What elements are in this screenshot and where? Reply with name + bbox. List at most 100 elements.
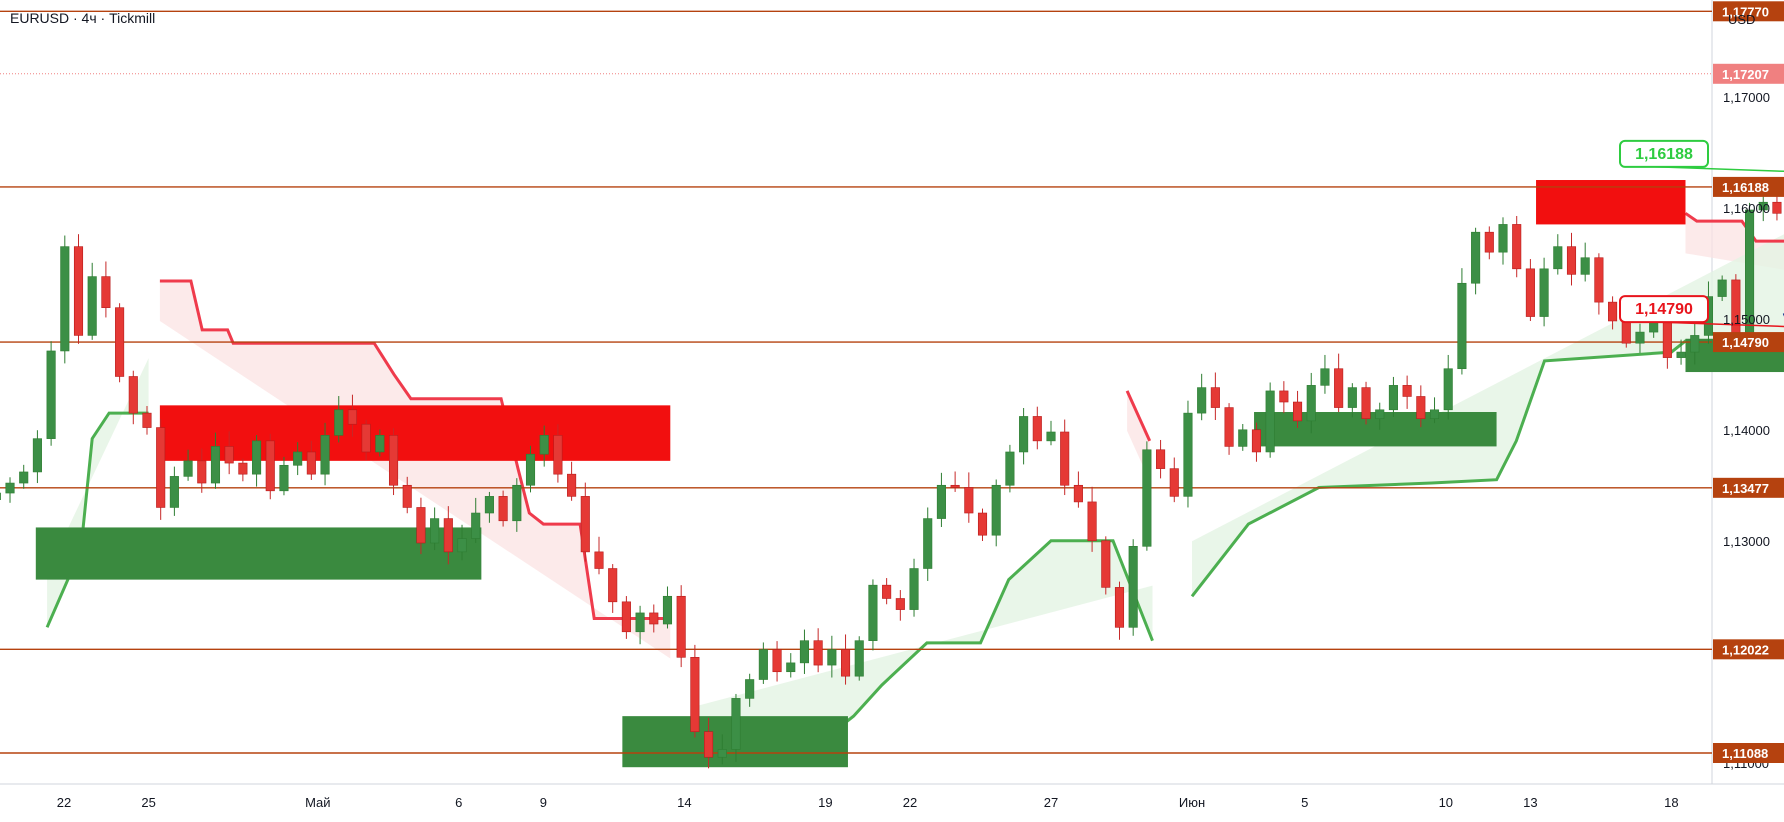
candle-114	[1553, 234, 1563, 275]
candle-76	[1032, 406, 1042, 450]
candle-body	[169, 476, 179, 508]
candle-20	[265, 433, 275, 500]
candle-body	[1772, 201, 1782, 214]
candle-body	[1265, 390, 1275, 453]
candle-body	[621, 601, 631, 633]
candle-61	[827, 635, 837, 678]
candle-3	[32, 430, 42, 484]
candle-69	[936, 472, 946, 528]
candle-body	[662, 595, 673, 625]
candle-65	[882, 578, 892, 605]
price-callout-2[interactable]: 1,16188	[1619, 139, 1784, 189]
candle-66	[895, 590, 905, 621]
candle-body	[1128, 546, 1138, 628]
candle-55	[745, 673, 755, 707]
level-tag-7[interactable]	[1713, 743, 1784, 763]
candle-63	[854, 636, 864, 681]
candle-56	[758, 642, 768, 684]
candle-body	[306, 451, 316, 475]
candle-16	[210, 432, 221, 489]
currency-label[interactable]: USD	[1728, 12, 1756, 27]
candle-body	[1197, 387, 1207, 414]
candle-body	[375, 435, 385, 453]
candle-body	[238, 462, 248, 475]
level-tag-4[interactable]	[1713, 332, 1784, 353]
candle-18	[238, 458, 248, 482]
candle-body	[1306, 385, 1316, 422]
candle-body	[46, 350, 56, 439]
candle-body	[430, 518, 440, 544]
candle-body	[224, 446, 234, 464]
price-tick-label-4: 1,16000	[1723, 201, 1770, 216]
callout-box[interactable]	[1619, 295, 1709, 324]
candle-body	[1635, 331, 1645, 344]
candle-body	[252, 440, 262, 475]
candle-body	[1525, 268, 1535, 317]
candle-body	[1032, 416, 1042, 442]
level-tag-6[interactable]	[1713, 639, 1784, 660]
candle-91	[1238, 423, 1248, 451]
time-tick-label-5: 14	[677, 795, 691, 810]
candle-body	[471, 512, 481, 539]
candle-body	[909, 568, 919, 610]
time-tick-label-10: 5	[1301, 795, 1308, 810]
candle-23	[306, 440, 316, 480]
current-price-tag[interactable]	[1713, 63, 1784, 84]
level-tag-3[interactable]	[1713, 176, 1784, 197]
callout-label: 1,16188	[1635, 146, 1693, 163]
candle-38	[512, 478, 522, 532]
level-tag-label-7: 1,11088	[1722, 746, 1768, 761]
candle-77	[1046, 420, 1056, 446]
candle-32	[430, 507, 440, 551]
candle-body	[416, 507, 426, 544]
supertrend-down-line-1	[1125, 390, 1152, 442]
candle-body	[1758, 201, 1768, 211]
candle-body	[498, 496, 508, 522]
candle-body	[115, 307, 125, 377]
candle-body	[594, 551, 604, 569]
candle-body	[87, 276, 97, 336]
time-tick-label-2: Май	[305, 795, 330, 810]
price-axis[interactable]: 1,200001,190001,180001,170001,160001,150…	[1713, 0, 1784, 771]
candle-body	[0, 492, 1, 500]
callout-label: 1,14790	[1635, 301, 1693, 318]
candle-body	[1580, 257, 1590, 275]
price-tick-label-3: 1,17000	[1723, 90, 1770, 105]
candle-body	[1594, 257, 1604, 303]
bearish-fill-0	[159, 281, 671, 659]
price-callout-3[interactable]: 1,14790	[1619, 295, 1784, 344]
candle-112	[1525, 259, 1535, 321]
candle-body	[539, 435, 549, 455]
candle-124	[1690, 321, 1700, 365]
candle-67	[909, 558, 919, 617]
candle-103	[1402, 375, 1412, 409]
candle-105	[1429, 397, 1440, 424]
candle-body	[1429, 409, 1440, 419]
candle-body	[772, 649, 782, 673]
time-axis[interactable]: 2225Май6914192227Июн51013182326Июл49	[57, 795, 1784, 810]
candle-40	[539, 425, 549, 467]
candle-body	[1046, 431, 1056, 442]
level-tag-5[interactable]	[1713, 477, 1784, 498]
candle-body	[1210, 387, 1220, 408]
candle-17	[224, 431, 234, 475]
level-tag-2[interactable]	[1713, 1, 1784, 22]
candle-104	[1416, 385, 1426, 428]
candle-0	[0, 492, 1, 500]
level-tag-label-5: 1,13477	[1722, 481, 1769, 496]
candle-body	[635, 612, 645, 633]
candle-70	[950, 471, 960, 492]
candle-body	[1334, 368, 1344, 408]
candle-body	[964, 487, 974, 514]
callout-box[interactable]	[1619, 139, 1709, 168]
candle-body	[1717, 279, 1727, 297]
candle-body	[936, 484, 946, 519]
candle-86	[1169, 457, 1179, 503]
candle-body	[895, 598, 905, 610]
candle-body	[567, 473, 577, 497]
supertrend-down-line-0	[159, 279, 671, 620]
candlesticks	[0, 192, 1782, 769]
time-tick-label-9: Июн	[1179, 795, 1205, 810]
